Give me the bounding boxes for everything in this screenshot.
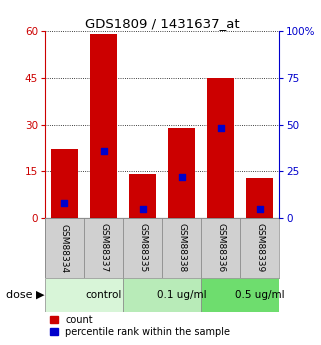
Legend: count, percentile rank within the sample: count, percentile rank within the sample: [50, 315, 230, 337]
Bar: [168, 128, 195, 218]
Bar: [246, 178, 273, 218]
Bar: [45, 218, 84, 278]
Text: GSM88337: GSM88337: [99, 224, 108, 273]
Bar: [240, 218, 279, 278]
Bar: [90, 34, 117, 218]
Bar: [201, 278, 279, 312]
Text: GSM88339: GSM88339: [255, 224, 264, 273]
Title: GDS1809 / 1431637_at: GDS1809 / 1431637_at: [85, 17, 239, 30]
Text: GSM88338: GSM88338: [177, 224, 186, 273]
Bar: [45, 278, 123, 312]
Bar: [201, 218, 240, 278]
Bar: [123, 218, 162, 278]
Point: [140, 206, 145, 211]
Text: GSM88335: GSM88335: [138, 224, 147, 273]
Text: GSM88336: GSM88336: [216, 224, 225, 273]
Text: 0.5 ug/ml: 0.5 ug/ml: [235, 290, 284, 300]
Text: GSM88334: GSM88334: [60, 224, 69, 273]
Point: [218, 126, 223, 131]
Text: 0.1 ug/ml: 0.1 ug/ml: [157, 290, 206, 300]
Bar: [51, 149, 78, 218]
Bar: [123, 278, 201, 312]
Bar: [207, 78, 234, 218]
Text: control: control: [85, 290, 122, 300]
Bar: [162, 218, 201, 278]
Bar: [129, 174, 156, 218]
Point: [62, 200, 67, 206]
Point: [257, 206, 262, 211]
Text: dose ▶: dose ▶: [6, 290, 45, 300]
Point: [101, 148, 106, 154]
Bar: [84, 218, 123, 278]
Point: [179, 174, 184, 180]
